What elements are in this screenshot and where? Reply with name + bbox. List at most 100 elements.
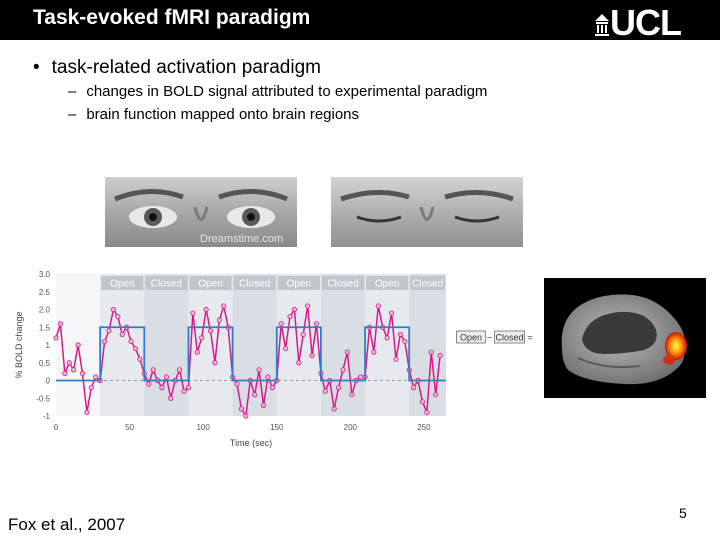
- block-open: [365, 274, 410, 416]
- page-number: 5: [679, 505, 687, 521]
- bold-signal-point: [424, 409, 430, 416]
- bold-signal-point: [177, 367, 183, 373]
- bullet-main: • task-related activation paradigm: [33, 57, 321, 78]
- block-label: Open: [110, 279, 134, 290]
- bold-signal-point: [300, 331, 306, 337]
- bold-signal-point: [168, 395, 174, 401]
- bold-signal-point: [313, 321, 320, 327]
- x-axis-label: Time (sec): [230, 438, 272, 448]
- bold-signal-point: [199, 335, 205, 341]
- x-tick-label: 250: [417, 423, 431, 432]
- x-tick-label: 100: [196, 423, 210, 432]
- bullet-sub-2: – brain function mapped onto brain region…: [68, 106, 360, 123]
- bold-signal-point: [234, 381, 240, 387]
- bold-signal-point: [433, 392, 439, 398]
- bold-signal-point: [397, 331, 403, 337]
- x-tick-label: 50: [125, 423, 134, 432]
- bold-signal-point: [340, 367, 346, 373]
- bold-signal-point: [137, 356, 143, 362]
- block-label: Closed: [151, 279, 182, 290]
- bold-signal-point: [203, 306, 209, 313]
- y-tick-label: -1: [43, 412, 51, 421]
- block-label-bg: [189, 276, 232, 290]
- bold-signal-point: [93, 374, 99, 380]
- block-label-bg: [366, 276, 409, 290]
- bold-signal-point: [119, 331, 125, 337]
- x-tick-label: 200: [344, 423, 358, 432]
- bold-signal-point: [437, 353, 443, 359]
- bold-signal-point: [349, 392, 355, 398]
- y-tick-label: 0.5: [39, 359, 51, 368]
- block-label-bg: [101, 276, 144, 290]
- y-tick-label: -0.5: [36, 394, 50, 403]
- bold-signal-point: [101, 338, 108, 345]
- bold-signal-point: [146, 381, 152, 387]
- block-label-bg: [233, 276, 276, 290]
- bold-signal-point: [269, 385, 275, 391]
- bold-signal-point: [309, 353, 315, 359]
- bullet-sub-1-text: changes in BOLD signal attributed to exp…: [86, 83, 488, 100]
- bold-signal-point: [181, 388, 187, 394]
- bold-signal-point: [163, 374, 169, 380]
- bold-signal-point: [371, 349, 377, 355]
- bold-signal-point: [190, 310, 196, 316]
- y-tick-label: 3.0: [39, 270, 51, 279]
- bold-signal-point: [375, 303, 381, 309]
- bold-signal-point: [128, 338, 134, 345]
- x-tick-label: 0: [54, 423, 59, 432]
- bold-signal-point: [428, 349, 434, 355]
- bold-signal-point: [260, 402, 267, 408]
- bold-signal-point: [221, 303, 227, 309]
- bold-signal-point: [252, 392, 258, 398]
- bold-signal-point: [62, 370, 68, 377]
- bold-signal-point: [106, 328, 112, 334]
- paradigm-line: [56, 326, 446, 382]
- bold-signal-point: [71, 367, 77, 373]
- contrast-label: Open − Closed =: [456, 329, 536, 345]
- citation: Fox et al., 2007: [8, 515, 126, 534]
- bold-signal-point: [207, 328, 214, 334]
- block-label-bg: [277, 276, 320, 290]
- bold-signal-point: [110, 306, 116, 313]
- bold-signal-point: [305, 303, 311, 309]
- contrast-closed: Closed: [495, 333, 523, 343]
- bold-signal-point: [384, 335, 390, 341]
- bold-signal-point: [79, 370, 86, 377]
- y-tick-label: 1.5: [39, 323, 51, 332]
- bold-signal-point: [66, 360, 72, 366]
- photo-watermark: Dreamstime.com: [200, 233, 284, 245]
- bold-signal-point: [159, 385, 165, 391]
- block-closed: [320, 274, 366, 416]
- bold-signal-point: [287, 313, 293, 320]
- y-tick-label: 2.5: [39, 288, 51, 297]
- block-label-bg: [410, 276, 445, 290]
- bold-signal-point: [419, 399, 426, 405]
- bold-signal-point: [75, 342, 81, 348]
- block-label: Open: [198, 279, 222, 290]
- bold-signal-point: [216, 317, 222, 323]
- x-tick-label: 150: [270, 423, 284, 432]
- brain-activation-image: [544, 278, 706, 398]
- bold-signal-point: [402, 338, 408, 345]
- bold-signal-point: [212, 360, 218, 366]
- bold-signal-point: [322, 388, 328, 394]
- bold-signal-line: [55, 302, 441, 419]
- bold-chart: Open Closed Open Closed Open Closed Open Closed…: [14, 266, 450, 452]
- ucl-logo: UCL: [594, 2, 700, 43]
- block-label: Closed: [327, 279, 358, 290]
- bold-signal-point: [150, 367, 156, 373]
- block-open: [100, 274, 145, 416]
- y-tick-label: 2.0: [39, 306, 51, 315]
- bold-signal-point: [393, 356, 399, 362]
- block-label-bg: [145, 276, 188, 290]
- bold-signal-point: [411, 385, 417, 391]
- bold-signal-point: [278, 321, 284, 327]
- bold-signal-point: [88, 385, 94, 391]
- portico-icon: [595, 14, 609, 36]
- y-tick-label: 1: [46, 341, 51, 350]
- bold-signal-point: [358, 374, 364, 380]
- block-label-bg: [321, 276, 365, 290]
- bold-signal-point: [331, 406, 337, 412]
- block-label: Open: [375, 279, 399, 290]
- block-label: Closed: [239, 279, 270, 290]
